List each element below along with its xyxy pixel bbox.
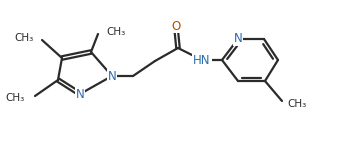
Text: HN: HN <box>193 54 211 66</box>
Text: O: O <box>171 20 181 32</box>
Text: CH₃: CH₃ <box>106 27 125 37</box>
Text: CH₃: CH₃ <box>287 99 306 109</box>
Text: N: N <box>108 70 116 83</box>
Text: N: N <box>76 88 84 100</box>
Text: CH₃: CH₃ <box>6 93 25 103</box>
Text: CH₃: CH₃ <box>15 33 34 43</box>
Text: N: N <box>234 32 242 46</box>
